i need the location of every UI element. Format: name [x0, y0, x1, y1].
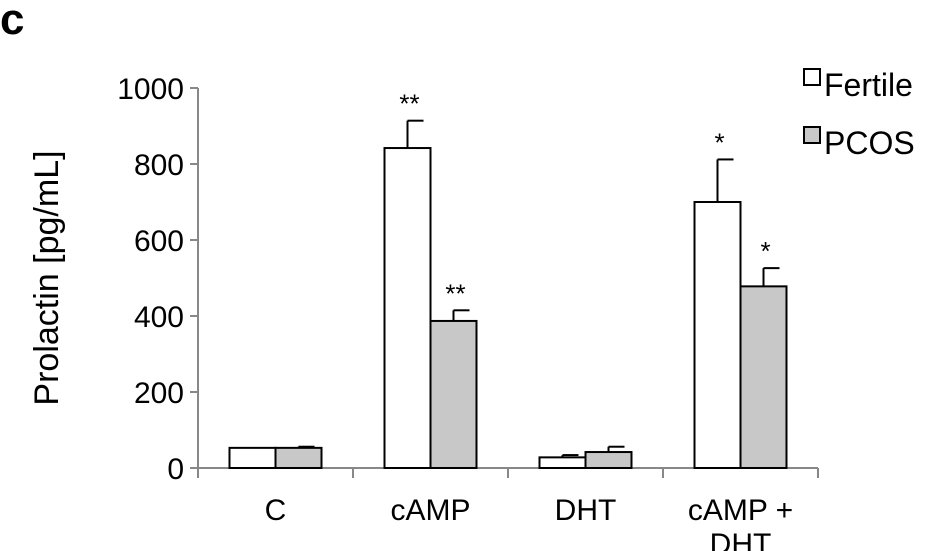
y-tick-label: 600: [134, 225, 184, 258]
category-label-line: cAMP: [390, 494, 470, 527]
category-label-line: DHT: [555, 494, 617, 527]
y-axis-label: Prolactin [pg/mL]: [28, 150, 66, 405]
legend: Fertile PCOS: [803, 67, 915, 161]
legend-swatch-fertile: [803, 68, 821, 86]
bar-fertile-3: [693, 201, 742, 469]
legend-swatch-pcos: [803, 126, 821, 144]
category-label: cAMP + DHT: [688, 494, 793, 551]
bar-pcos-1: [429, 319, 478, 469]
bar-pcos-2: [584, 451, 633, 470]
bar-fertile-1: [383, 147, 432, 469]
category-label-line: C: [265, 494, 287, 527]
panel-label: c: [0, 0, 24, 44]
significance-marker: **: [445, 278, 465, 308]
significance-marker: **: [399, 89, 419, 119]
bar-fertile-0: [228, 446, 277, 469]
legend-label-pcos: PCOS: [824, 125, 915, 161]
bar-pcos-0: [274, 446, 323, 469]
y-tick-label: 200: [134, 377, 184, 410]
significance-marker: *: [760, 236, 770, 266]
legend-label-fertile: Fertile: [824, 67, 913, 103]
category-label-line: cAMP +: [688, 494, 793, 527]
y-tick-label: 400: [134, 301, 184, 334]
category-label: DHT: [555, 494, 617, 527]
bar-pcos-3: [739, 285, 788, 469]
category-label: cAMP: [390, 494, 470, 527]
bar-fertile-2: [538, 456, 587, 469]
y-tick-label: 800: [134, 149, 184, 182]
y-tick-label: 1000: [117, 73, 184, 106]
y-tick-label: 0: [167, 453, 184, 486]
significance-marker: *: [714, 127, 724, 157]
category-label-line: DHT: [710, 528, 772, 551]
category-label: C: [265, 494, 287, 527]
